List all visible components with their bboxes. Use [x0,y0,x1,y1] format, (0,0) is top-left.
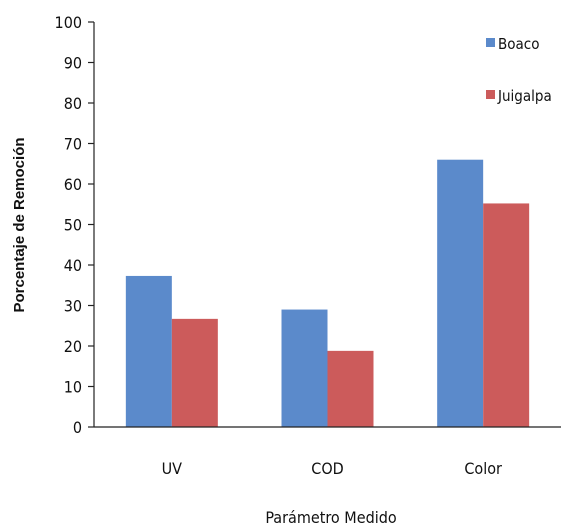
x-category-label: UV [162,459,183,478]
y-tick-label: 60 [64,175,82,194]
y-tick-label: 50 [64,216,82,235]
y-tick-label: 0 [73,418,82,437]
bar-boaco-uv [125,275,172,427]
x-axis-category-labels: UV COD Color [162,459,502,478]
y-tick-label: 30 [64,297,82,316]
y-tick-label: 80 [64,94,82,113]
x-category-label: COD [311,459,343,478]
y-axis-title: Porcentaje de Remoción [11,137,28,312]
bar-juigalpa-color [483,203,530,427]
y-tick-label: 90 [64,54,82,73]
y-tick-label: 100 [55,13,82,32]
y-tick-label: 70 [64,135,82,154]
bar-boaco-color [437,159,484,427]
bars [125,159,530,427]
y-tick-label: 40 [64,256,82,275]
y-axis-ticks: 0 10 20 30 40 50 60 70 80 90 100 [55,13,94,437]
legend-swatch-juigalpa [486,90,495,99]
legend-swatch-boaco [486,38,495,47]
y-tick-label: 20 [64,337,82,356]
bar-boaco-cod [281,309,328,427]
y-tick-label: 10 [64,378,82,397]
bar-juigalpa-uv [171,318,218,427]
bar-juigalpa-cod [327,350,374,427]
legend-label-juigalpa: Juigalpa [497,87,552,105]
x-axis-title: Parámetro Medido [265,508,397,527]
legend-label-boaco: Boaco [498,35,539,53]
legend: Boaco Juigalpa [486,35,552,105]
axes [93,22,561,428]
x-category-label: Color [464,459,502,478]
